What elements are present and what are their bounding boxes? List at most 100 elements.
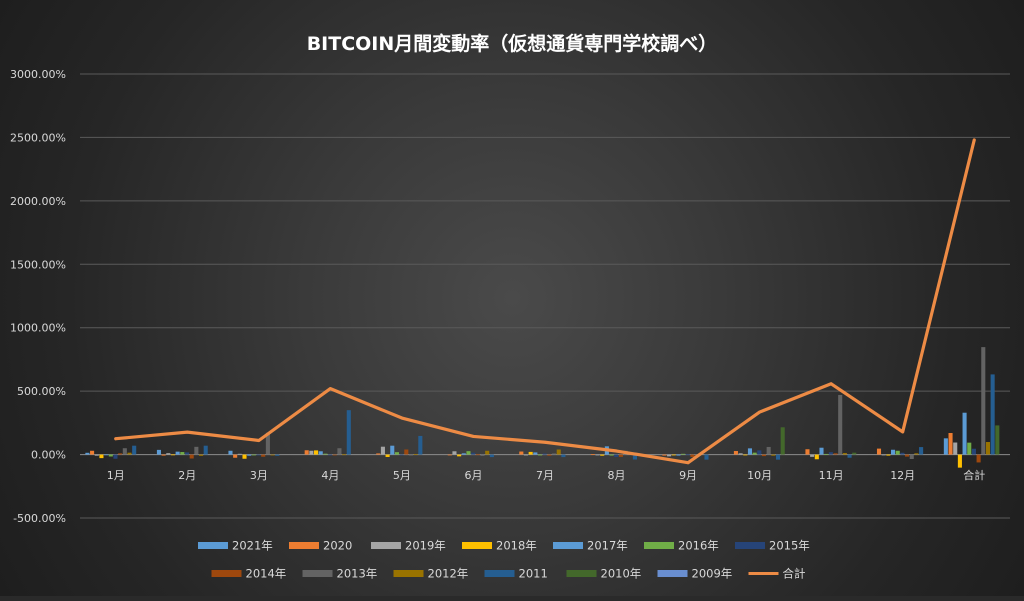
bar <box>127 452 132 455</box>
legend-swatch <box>198 542 228 549</box>
bar <box>471 452 476 455</box>
bar <box>256 454 261 456</box>
bar <box>561 454 566 458</box>
x-tick-label: 3月 <box>250 469 268 482</box>
bar <box>318 451 323 455</box>
bar <box>385 454 390 457</box>
bar <box>909 454 914 460</box>
bar <box>833 453 838 455</box>
bar <box>743 454 748 456</box>
bar <box>976 454 981 463</box>
bar <box>981 347 986 455</box>
y-axis-ticks: 3000.00% 2500.00% 2000.00% 1500.00% 1000.00%… <box>10 68 66 525</box>
bar <box>962 412 967 455</box>
bar <box>556 449 561 455</box>
x-tick-label: 12月 <box>890 469 915 482</box>
bar <box>552 453 557 455</box>
y-tick-label: 2000.00% <box>10 195 66 208</box>
bar <box>228 450 233 455</box>
total-line-point <box>543 440 547 444</box>
bar <box>156 449 161 455</box>
chart-title: BITCOIN月間変動率（仮想通貨専門学校調べ） <box>307 32 718 55</box>
bar <box>681 453 686 455</box>
x-tick-label: 4月 <box>321 469 339 482</box>
bar <box>314 450 319 455</box>
total-line-point <box>686 461 690 465</box>
bar <box>632 454 637 460</box>
bar <box>738 453 743 455</box>
x-axis-ticks: 1月 2月 3月 4月 5月 6月 7月 8月 9月 10月 11月 12月 合計 <box>107 468 985 482</box>
bar <box>390 445 395 455</box>
bar <box>890 449 896 455</box>
total-line <box>114 138 976 465</box>
bar <box>895 450 900 455</box>
bar <box>180 452 185 455</box>
x-tick-label: 合計 <box>963 468 985 482</box>
bar <box>600 454 605 456</box>
legend-label: 2020 <box>323 539 352 553</box>
bar <box>547 454 552 456</box>
bar <box>380 446 385 455</box>
bar <box>614 454 619 457</box>
bar <box>733 451 738 455</box>
bar <box>943 438 948 455</box>
bar <box>542 453 547 455</box>
gridlines <box>80 73 1010 519</box>
bar <box>805 449 810 455</box>
legend-swatch <box>393 570 424 577</box>
bar <box>618 454 623 457</box>
bar <box>519 451 524 455</box>
bar <box>242 454 247 459</box>
legend-swatch <box>484 570 515 577</box>
bar <box>747 448 752 455</box>
legend-label: 2015年 <box>769 539 810 553</box>
bar <box>203 445 208 455</box>
bar <box>662 454 667 456</box>
legend-swatch <box>735 542 765 549</box>
bar <box>671 454 676 456</box>
x-tick-label: 6月 <box>464 469 482 482</box>
legend-label: 2010年 <box>601 567 642 581</box>
legend-label: 合計 <box>783 567 806 581</box>
bar <box>166 453 171 455</box>
x-tick-label: 10月 <box>747 469 772 482</box>
legend-label: 2013年 <box>337 567 378 581</box>
y-tick-label: 500.00% <box>17 385 66 398</box>
bar <box>113 454 118 459</box>
x-tick-label: 5月 <box>393 469 411 482</box>
bar <box>85 452 90 455</box>
bar <box>175 451 180 455</box>
x-tick-label: 9月 <box>679 469 697 482</box>
bar <box>376 453 381 455</box>
bar-series-group <box>85 347 1000 468</box>
y-tick-label: 1000.00% <box>10 322 66 335</box>
legend-swatch <box>462 542 492 549</box>
bar <box>90 450 95 455</box>
bar <box>332 454 337 456</box>
bar <box>261 454 266 457</box>
bar <box>690 454 695 457</box>
legend: 2021年 2020 2019年 2018年 2017年 2016年 2015年 2014年 2… <box>198 539 810 581</box>
legend-swatch <box>211 570 242 577</box>
total-line-group <box>114 138 976 465</box>
bar <box>609 454 614 456</box>
x-tick-label: 1月 <box>107 469 125 482</box>
bar <box>237 453 242 455</box>
bar <box>104 454 109 456</box>
bar <box>189 454 194 459</box>
total-line-point <box>472 435 475 438</box>
bar <box>957 454 962 468</box>
bar <box>413 454 418 455</box>
bar <box>852 452 857 455</box>
bar <box>251 454 256 456</box>
bar <box>537 454 543 456</box>
total-line-point <box>758 410 762 414</box>
bar <box>810 454 815 457</box>
legend-swatch <box>657 570 688 577</box>
bar <box>461 453 466 455</box>
bar <box>247 454 252 456</box>
bar <box>919 447 924 455</box>
legend-label: 2019年 <box>405 539 446 553</box>
bar <box>838 394 843 455</box>
